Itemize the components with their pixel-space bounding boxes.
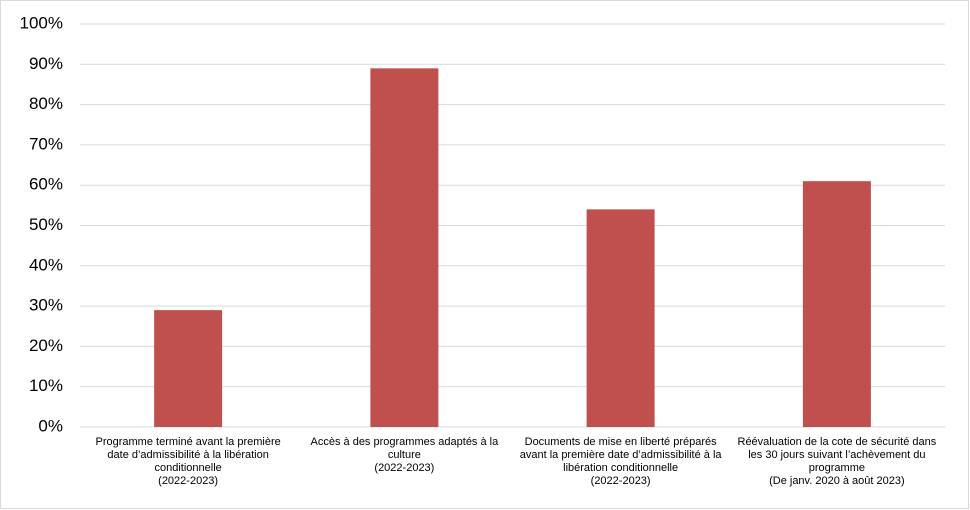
x-tick-label-line: Accès à des programmes adaptés à la cult…	[310, 436, 499, 461]
y-tick-label: 0%	[38, 416, 63, 435]
y-tick-label: 50%	[29, 215, 63, 234]
x-tick-label: Documents de mise en liberté préparés av…	[517, 436, 725, 488]
y-tick-label: 10%	[29, 376, 63, 395]
x-tick-label-line: Documents de mise en liberté préparés av…	[519, 436, 722, 474]
y-tick-label: 30%	[29, 296, 63, 315]
y-tick-label: 40%	[29, 255, 63, 274]
bar	[154, 310, 223, 427]
x-tick-label-line: (2022-2023)	[158, 475, 219, 487]
y-tick-label: 80%	[29, 94, 63, 113]
x-tick-label-line: (De janv. 2020 à août 2023)	[769, 475, 905, 487]
x-tick-label: Programme terminé avant la première date…	[84, 436, 292, 488]
bar	[802, 181, 871, 427]
x-tick-label-line: Programme terminé avant la première date…	[95, 436, 281, 474]
x-tick-label-line: (2022-2023)	[590, 475, 651, 487]
y-tick-label: 60%	[29, 175, 63, 194]
x-tick-label: Accès à des programmes adaptés à la cult…	[300, 436, 508, 475]
bar	[586, 209, 655, 427]
x-tick-label-line: (2022-2023)	[374, 462, 435, 474]
y-tick-label: 20%	[29, 336, 63, 355]
bar	[370, 68, 439, 427]
x-tick-label: Réévaluation de la cote de sécurité dans…	[733, 436, 941, 488]
y-tick-label: 100%	[20, 13, 63, 32]
y-tick-label: 90%	[29, 54, 63, 73]
y-tick-label: 70%	[29, 134, 63, 153]
x-tick-label-line: Réévaluation de la cote de sécurité dans…	[737, 436, 937, 474]
